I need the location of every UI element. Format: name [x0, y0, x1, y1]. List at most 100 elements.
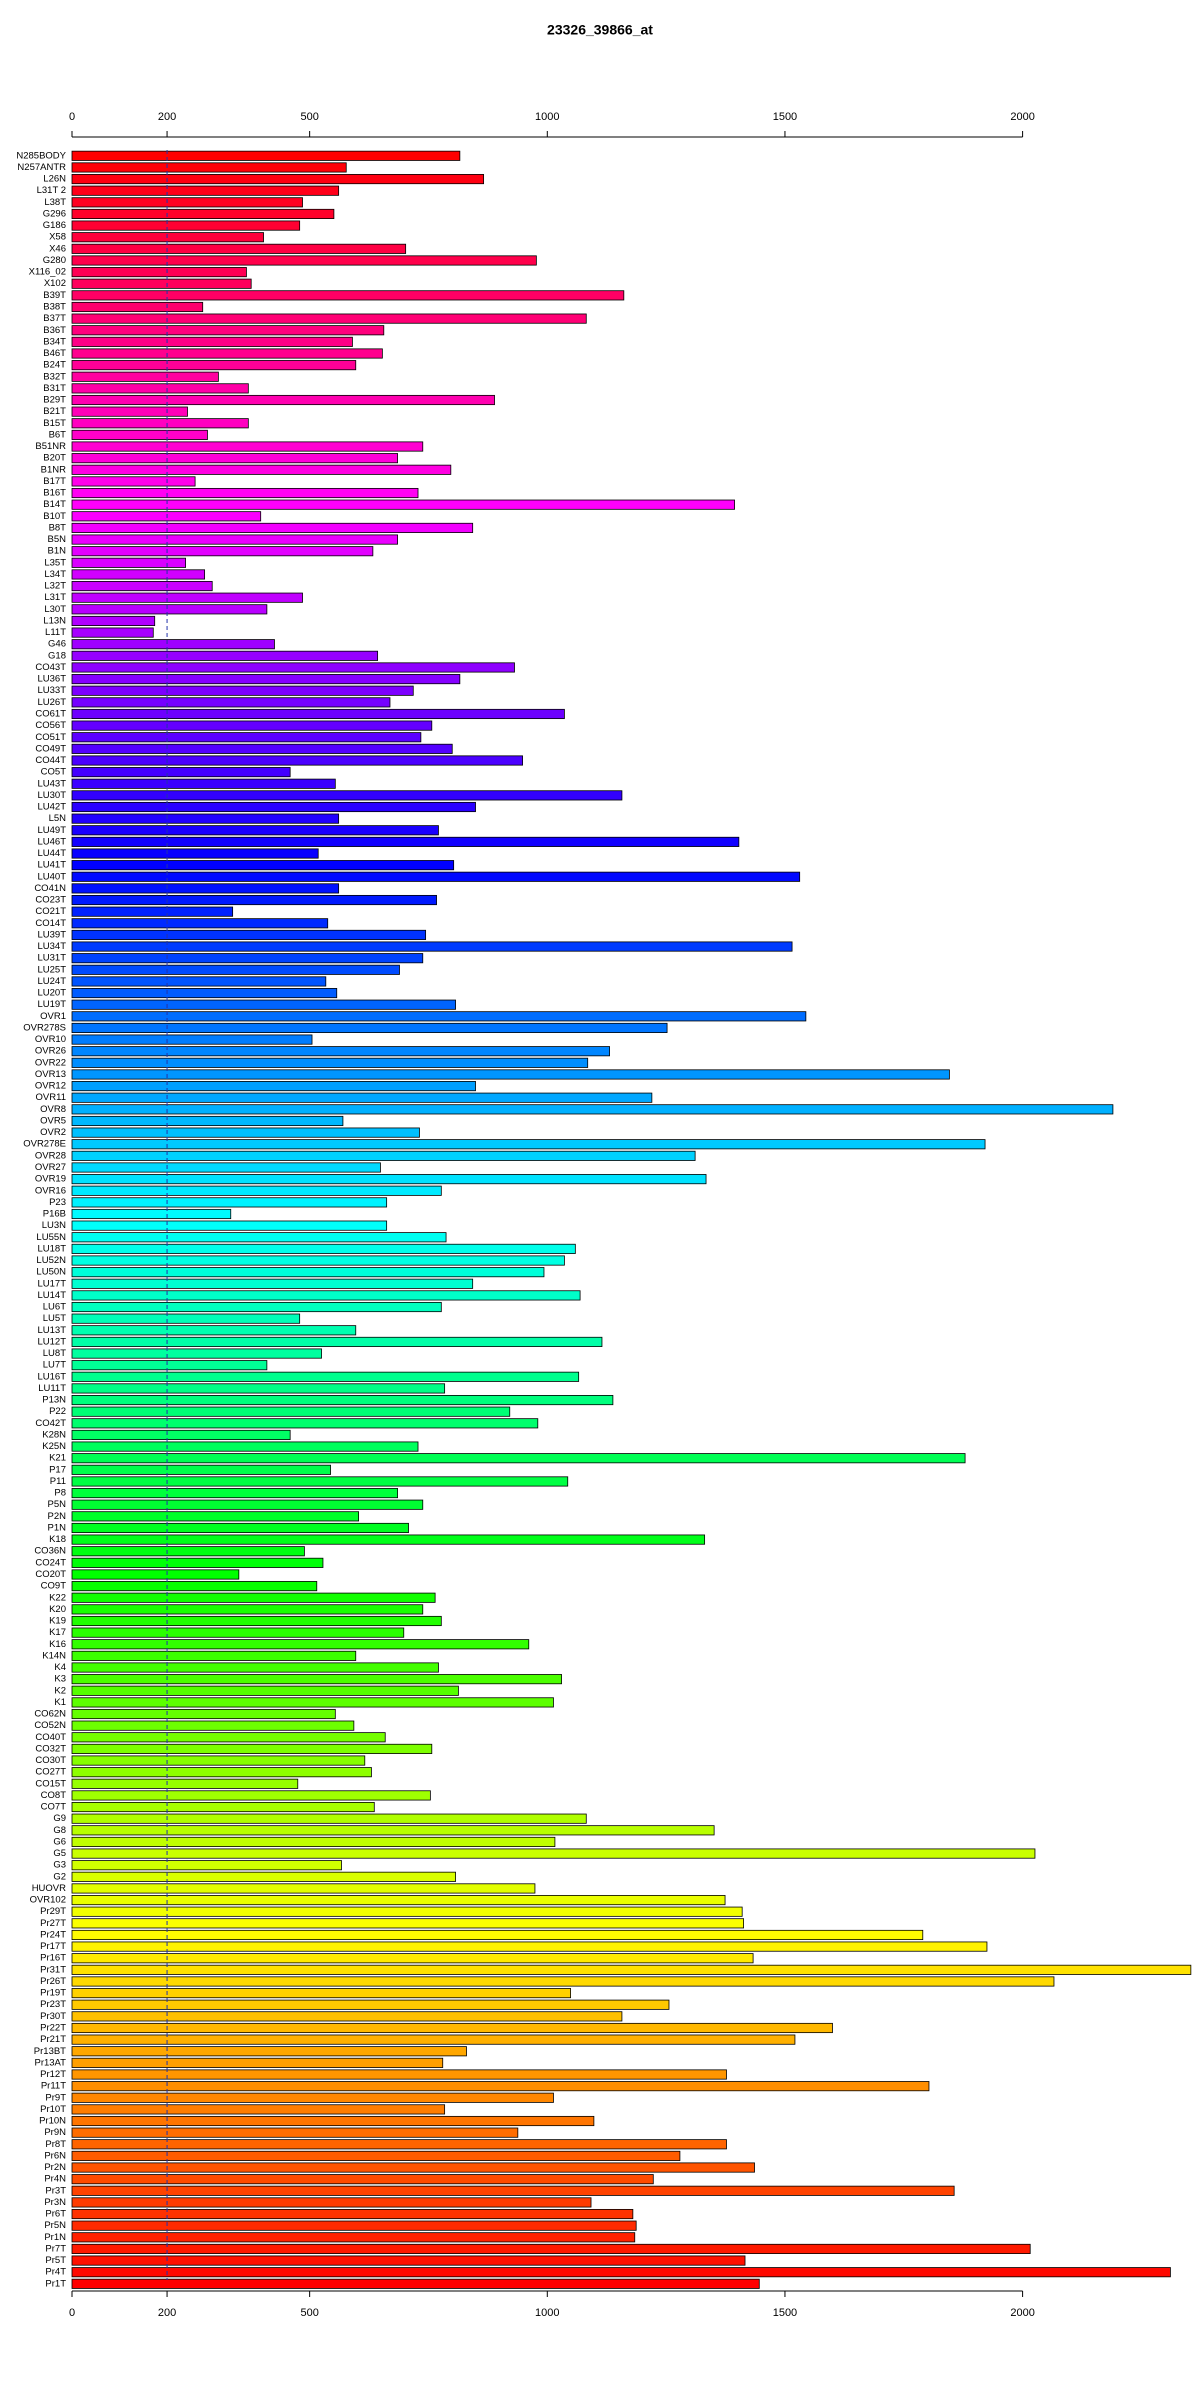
- y-tick-label: B21T: [43, 406, 66, 417]
- bar: [71, 1092, 653, 1103]
- bar: [71, 1057, 589, 1068]
- bar: [71, 1255, 565, 1266]
- bar: [71, 1592, 436, 1603]
- chart-title: 23326_39866_at: [547, 22, 653, 38]
- bar: [71, 476, 196, 487]
- y-tick-label: LU55N: [36, 1232, 66, 1243]
- y-tick-label: OVR16: [35, 1185, 66, 1196]
- y-tick-label: Pr3T: [45, 2185, 66, 2196]
- y-tick-label: G2: [53, 1871, 66, 1882]
- bar: [71, 557, 186, 568]
- y-tick-label: K21: [49, 1453, 66, 1464]
- y-tick-label: LU40T: [37, 871, 66, 882]
- bar: [71, 453, 398, 464]
- y-tick-label: CO5T: [41, 767, 67, 778]
- bar: [71, 1139, 986, 1150]
- y-tick-label: K2: [54, 1685, 66, 1696]
- y-tick-label: B46T: [43, 348, 66, 359]
- bar: [71, 2022, 833, 2034]
- y-tick-label: LU18T: [37, 1243, 66, 1254]
- bar: [71, 1662, 439, 1673]
- y-tick-label: CO27T: [35, 1767, 66, 1778]
- bar: [71, 499, 735, 510]
- y-tick-label: OVR8: [40, 1104, 66, 1115]
- y-tick-label: Pr30T: [40, 2011, 66, 2022]
- y-tick-label: LU26T: [37, 697, 66, 708]
- y-tick-label: L11T: [45, 627, 66, 638]
- y-tick-label: LU36T: [37, 674, 66, 685]
- y-tick-label: Pr4T: [45, 2267, 66, 2278]
- bar: [71, 1243, 576, 1254]
- y-tick-label: G296: [43, 208, 66, 219]
- x-tick-label: 200: [158, 2307, 176, 2319]
- y-tick-label: LU8T: [43, 1348, 66, 1359]
- bar: [71, 1743, 433, 1754]
- y-tick-label: P17: [49, 1464, 66, 1475]
- bar: [71, 464, 452, 475]
- bar: [71, 1197, 388, 1208]
- y-tick-label: LU6T: [43, 1302, 66, 1313]
- x-tick-label: 1000: [535, 2307, 559, 2319]
- y-tick-label: CO41N: [34, 883, 66, 894]
- x-tick-label: 1500: [773, 2307, 797, 2319]
- bar: [71, 732, 422, 743]
- bar: [71, 767, 291, 778]
- y-tick-label: B32T: [43, 371, 66, 382]
- y-tick-label: K18: [49, 1534, 66, 1545]
- y-tick-label: B6T: [49, 429, 67, 440]
- y-tick-label: Pr29T: [40, 1906, 66, 1917]
- y-tick-label: G280: [43, 255, 66, 266]
- y-tick-label: N285BODY: [16, 150, 66, 161]
- y-tick-label: Pr22T: [40, 2023, 66, 2034]
- y-tick-label: CO43T: [35, 662, 66, 673]
- x-tick-label: 200: [158, 111, 176, 123]
- bar: [71, 2232, 636, 2243]
- y-tick-label: OVR26: [35, 1046, 66, 1057]
- y-tick-label: LU43T: [37, 778, 66, 789]
- x-tick-label: 0: [69, 111, 75, 123]
- bar: [71, 755, 523, 766]
- bar: [71, 2115, 595, 2127]
- y-tick-label: P16B: [43, 1209, 66, 1220]
- y-tick-label: G18: [48, 650, 66, 661]
- y-tick-label: LU44T: [37, 848, 66, 859]
- bar: [71, 1871, 456, 1882]
- y-tick-label: OVR102: [30, 1895, 66, 1906]
- bar: [71, 383, 249, 394]
- bar: [71, 197, 303, 208]
- y-tick-label: B10T: [43, 511, 66, 522]
- bar: [71, 150, 461, 161]
- bar: [71, 2127, 519, 2138]
- bar: [71, 174, 485, 185]
- bar: [71, 627, 154, 638]
- y-tick-label: G8: [53, 1825, 66, 1836]
- bar: [71, 2046, 467, 2057]
- y-tick-label: Pr12T: [40, 2069, 66, 2080]
- bar: [71, 243, 407, 254]
- y-tick-label: P11: [50, 1476, 66, 1487]
- bar: [71, 743, 453, 754]
- y-tick-label: L13N: [43, 615, 66, 626]
- y-tick-label: CO30T: [35, 1755, 66, 1766]
- y-tick-label: LU34T: [37, 941, 66, 952]
- y-tick-label: B15T: [43, 418, 66, 429]
- bar: [71, 604, 268, 615]
- y-tick-label: OVR22: [35, 1057, 66, 1068]
- bar: [71, 2174, 654, 2185]
- bar: [71, 441, 424, 452]
- y-tick-label: G186: [43, 220, 66, 231]
- bar: [71, 1569, 240, 1580]
- y-tick-label: LU50N: [36, 1267, 66, 1278]
- y-tick-label: CO62N: [34, 1709, 66, 1720]
- bar: [71, 1383, 446, 1394]
- y-tick-label: P23: [49, 1197, 66, 1208]
- y-tick-label: LU30T: [37, 790, 66, 801]
- y-tick-label: Pr26T: [40, 1976, 66, 1987]
- bar: [71, 1918, 744, 1929]
- y-tick-label: P1N: [48, 1522, 67, 1533]
- bar: [71, 1627, 405, 1638]
- y-tick-label: L30T: [44, 604, 66, 615]
- bar: [71, 1208, 232, 1220]
- y-tick-label: LU20T: [37, 988, 66, 999]
- bar: [71, 2162, 755, 2173]
